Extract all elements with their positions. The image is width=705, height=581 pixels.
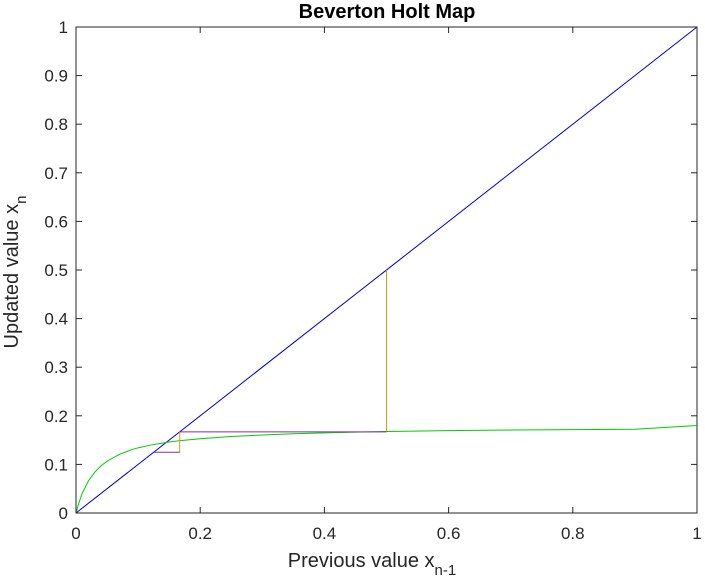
tick-layer: 0 0.2 0.4 0.6 0.8 1 0 0.1 0.2 0.3 0.4 0.5 0.6 0.7 0.8 0… (44, 18, 701, 543)
series-layer (75, 26, 698, 514)
x-tick-label-5: 1 (692, 524, 701, 543)
x-tick-label-4: 0.8 (561, 524, 585, 543)
y-tick-label-5: 0.5 (44, 261, 68, 280)
x-axis-label-main: Previous value x (288, 550, 435, 572)
x-axis-label-subscript: n-1 (435, 562, 457, 579)
y-axis-label-main: Updated value x (1, 204, 23, 349)
chart-title: Beverton Holt Map (299, 1, 476, 23)
plot-area: 0 0.2 0.4 0.6 0.8 1 0 0.1 0.2 0.3 0.4 0.5 0.6 0.7 0.8 0… (44, 18, 701, 543)
x-tick-label-2: 0.4 (313, 524, 337, 543)
y-tick-label-8: 0.8 (44, 115, 68, 134)
x-axis-label: Previous value xn-1 (288, 550, 456, 579)
y-tick-label-2: 0.2 (44, 407, 68, 426)
y-tick-label-3: 0.3 (44, 358, 68, 377)
y-tick-label-6: 0.6 (44, 212, 68, 231)
y-tick-label-9: 0.9 (44, 67, 68, 86)
y-tick-label-7: 0.7 (44, 164, 68, 183)
x-tick-label-3: 0.6 (437, 524, 461, 543)
y-axis-label-subscript: n (13, 196, 30, 204)
y-axis-label: Updated value xn (1, 196, 30, 349)
y-tick-label-0: 0 (59, 504, 68, 523)
y-tick-label-4: 0.4 (44, 310, 68, 329)
y-tick-label-10: 1 (59, 18, 68, 37)
y-tick-label-1: 0.1 (44, 455, 68, 474)
x-tick-label-0: 0 (71, 524, 80, 543)
x-tick-label-1: 0.2 (188, 524, 212, 543)
beverton-holt-curve (75, 425, 698, 514)
